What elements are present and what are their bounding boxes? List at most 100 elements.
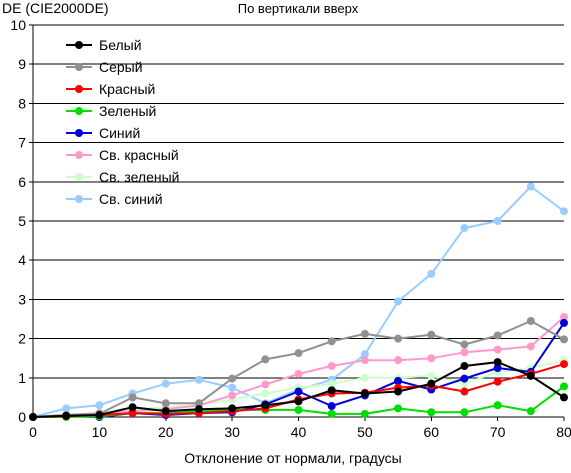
- series-0-point: [526, 371, 535, 380]
- series-7-point: [95, 401, 104, 410]
- series-0-point: [294, 397, 303, 406]
- series-1: [29, 316, 568, 421]
- series-7-point: [62, 404, 71, 413]
- legend-item: Св. зеленый: [66, 169, 179, 185]
- grid: [33, 24, 564, 379]
- series-5-point: [427, 354, 436, 363]
- series-7-point: [460, 224, 469, 233]
- legend-label: Серый: [99, 59, 143, 75]
- legend-swatch-marker: [75, 129, 83, 137]
- series-3-point: [327, 409, 336, 418]
- series-3-point: [460, 408, 469, 417]
- series-2-point: [493, 377, 502, 386]
- y-tick-label: 6: [18, 174, 26, 190]
- series-0-point: [228, 404, 237, 413]
- series-1-point: [460, 340, 469, 349]
- series-0-point: [427, 379, 436, 388]
- series-0: [29, 358, 568, 421]
- x-tick-label: 60: [423, 424, 439, 440]
- x-tick-label: 10: [92, 424, 108, 440]
- x-tick-label: 0: [29, 424, 37, 440]
- legend-label: Красный: [99, 81, 155, 97]
- series-4-point: [394, 376, 403, 385]
- series-0-point: [394, 387, 403, 396]
- legend-label: Св. зеленый: [99, 169, 179, 185]
- series-0-point: [360, 389, 369, 398]
- series-7-point: [560, 207, 568, 216]
- series-0-point: [161, 407, 170, 416]
- series-0-point: [560, 393, 568, 402]
- y-tick-label: 3: [18, 291, 26, 307]
- series-0-point: [95, 411, 104, 420]
- series-0-point: [128, 403, 137, 412]
- legend: Белый Серый Красный Зеленый Синий Св. красный…: [66, 37, 179, 207]
- legend-label: Белый: [99, 37, 142, 53]
- series-5-point: [560, 313, 568, 322]
- legend-label: Св. красный: [99, 147, 179, 163]
- x-tick-label: 40: [291, 424, 307, 440]
- y-tick-label: 0: [18, 409, 26, 425]
- series-4-point: [560, 318, 568, 327]
- series-7-point: [427, 269, 436, 278]
- series-5-point: [460, 348, 469, 357]
- y-tick-label: 2: [18, 331, 26, 347]
- legend-swatch-marker: [75, 173, 83, 181]
- legend-item: Красный: [66, 81, 155, 97]
- series-layer: [29, 182, 568, 421]
- series-1-point: [327, 337, 336, 346]
- legend-label: Св. синий: [99, 191, 163, 207]
- series-3-point: [526, 407, 535, 416]
- series-3-point: [493, 401, 502, 410]
- series-3-point: [427, 408, 436, 417]
- series-2-point: [560, 360, 568, 369]
- series-6-point: [327, 379, 336, 388]
- series-5-point: [394, 356, 403, 365]
- series-2-point: [128, 409, 137, 418]
- series-1-point: [427, 330, 436, 339]
- series-5-point: [526, 342, 535, 351]
- series-7-point: [194, 375, 203, 384]
- series-0-point: [62, 411, 71, 420]
- legend-item: Зеленый: [66, 103, 156, 119]
- series-5-point: [327, 362, 336, 371]
- series-1-point: [526, 316, 535, 325]
- series-7-point: [228, 383, 237, 392]
- legend-item: Св. красный: [66, 147, 179, 163]
- series-1-point: [360, 329, 369, 338]
- series-0-point: [261, 401, 270, 410]
- series-7-point: [360, 350, 369, 359]
- series-1-point: [493, 331, 502, 340]
- x-tick-label: 30: [224, 424, 240, 440]
- legend-item: Синий: [66, 125, 140, 141]
- legend-swatch-marker: [75, 41, 83, 49]
- series-1-point: [161, 399, 170, 408]
- series-6-point: [427, 371, 436, 380]
- y-tick-label: 1: [18, 370, 26, 386]
- series-5-point: [493, 345, 502, 354]
- legend-label: Зеленый: [99, 103, 156, 119]
- series-5-point: [294, 369, 303, 378]
- y-tick-label: 10: [10, 17, 26, 33]
- series-1-point: [194, 399, 203, 408]
- legend-swatch-marker: [75, 85, 83, 93]
- legend-label: Синий: [99, 125, 140, 141]
- series-5-point: [261, 380, 270, 389]
- series-0-point: [493, 358, 502, 367]
- series-4-point: [327, 402, 336, 411]
- x-tick-label: 50: [357, 424, 373, 440]
- series-1-point: [394, 334, 403, 343]
- series-7-point: [161, 379, 170, 388]
- legend-item: Серый: [66, 59, 143, 75]
- x-tick-label: 70: [490, 424, 506, 440]
- legend-swatch-marker: [75, 107, 83, 115]
- series-7-point: [526, 182, 535, 191]
- series-1-point: [560, 335, 568, 344]
- series-7-point: [493, 217, 502, 225]
- legend-item: Белый: [66, 37, 142, 53]
- y-tick-label: 4: [18, 252, 26, 268]
- series-4-point: [493, 364, 502, 372]
- series-5-point: [360, 356, 369, 365]
- series-1-point: [261, 355, 270, 364]
- series-6-point: [261, 389, 270, 398]
